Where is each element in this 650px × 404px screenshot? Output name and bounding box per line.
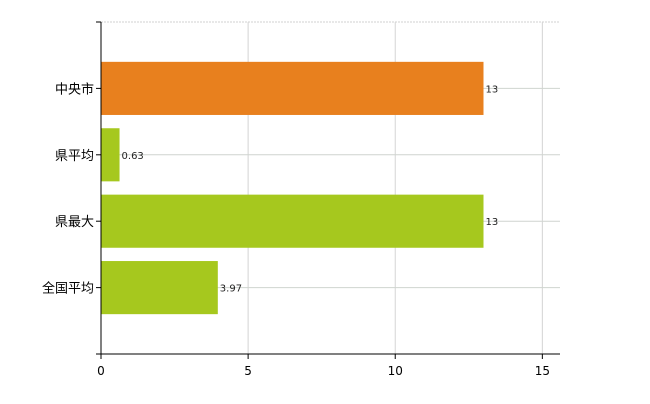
data-label: 13 (486, 84, 499, 95)
y-tick-label: 中央市 (55, 81, 94, 97)
x-tick-label: 15 (535, 364, 550, 378)
bar (101, 128, 120, 182)
bar (101, 61, 484, 115)
x-tick-label: 10 (388, 364, 403, 378)
y-tick-label: 県平均 (55, 149, 94, 164)
x-tick-label: 5 (244, 364, 252, 378)
y-tick-label: 県最大 (55, 215, 94, 230)
bar (101, 194, 484, 248)
y-tick-label: 全国平均 (42, 281, 94, 297)
bar (101, 261, 218, 315)
data-label: 3.97 (220, 284, 242, 295)
data-label: 13 (486, 217, 499, 228)
x-tick-label: 0 (97, 364, 105, 378)
data-label: 0.63 (122, 151, 144, 162)
